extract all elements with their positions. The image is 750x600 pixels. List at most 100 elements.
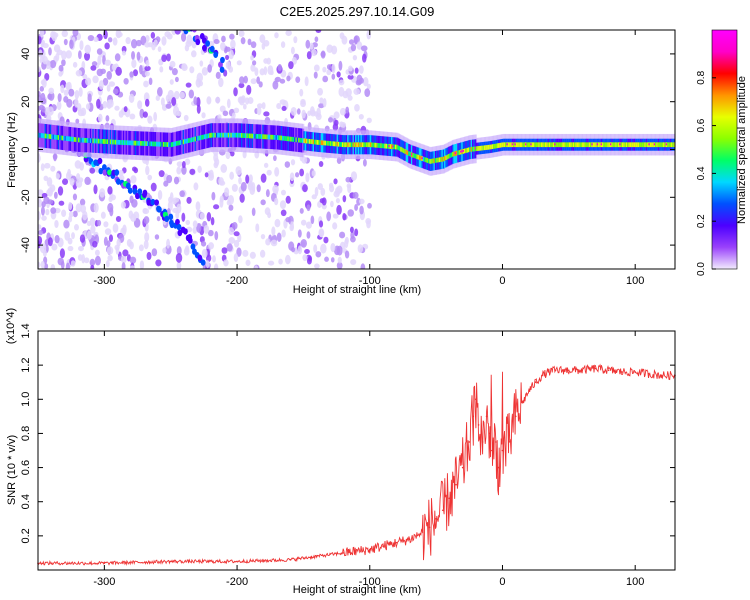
noise-cell bbox=[286, 75, 291, 82]
signal-core bbox=[522, 142, 525, 148]
signal-core bbox=[113, 139, 116, 145]
signal-core bbox=[540, 142, 544, 148]
noise-cell bbox=[163, 180, 169, 187]
signal-core bbox=[671, 142, 674, 148]
noise-cell bbox=[166, 174, 173, 184]
signal-core bbox=[655, 142, 658, 148]
signal-core bbox=[660, 142, 663, 148]
noise-cell bbox=[278, 258, 283, 265]
signal-core bbox=[336, 141, 339, 147]
signal-core bbox=[126, 140, 130, 146]
signal-core bbox=[420, 155, 423, 161]
signal-core bbox=[448, 153, 451, 159]
signal-core bbox=[329, 141, 333, 146]
noise-cell bbox=[259, 34, 266, 44]
snr-point bbox=[477, 424, 480, 426]
upper-trace-cell bbox=[220, 56, 225, 64]
upper-trace-cell bbox=[162, 7, 167, 13]
noise-cell bbox=[221, 35, 226, 43]
noise-cell bbox=[347, 209, 354, 217]
signal-core bbox=[560, 142, 564, 148]
noise-cell bbox=[250, 78, 257, 85]
noise-cell bbox=[39, 30, 45, 38]
signal-core bbox=[92, 138, 95, 144]
noise-cell bbox=[222, 110, 229, 117]
signal-core bbox=[414, 153, 418, 159]
noise-cell bbox=[348, 39, 355, 45]
upper-trace-cell bbox=[158, 6, 163, 12]
spectrogram-y-tick-label: 0 bbox=[20, 146, 32, 152]
signal-core bbox=[656, 142, 659, 148]
noise-cell bbox=[228, 65, 234, 73]
noise-cell bbox=[326, 64, 332, 70]
noise-cell bbox=[70, 260, 76, 267]
signal-core bbox=[250, 133, 253, 139]
signal-core bbox=[344, 142, 347, 148]
signal-core bbox=[379, 143, 382, 148]
noise-cell bbox=[38, 224, 42, 230]
noise-cell bbox=[281, 105, 287, 112]
noise-cell bbox=[367, 202, 372, 209]
noise-cell bbox=[223, 259, 229, 267]
noise-cell bbox=[179, 190, 185, 198]
signal-core bbox=[226, 132, 229, 138]
signal-core bbox=[221, 132, 224, 138]
snr-point bbox=[548, 371, 550, 373]
noise-cell bbox=[184, 158, 191, 165]
noise-cell bbox=[231, 222, 238, 230]
noise-cell bbox=[83, 257, 90, 264]
signal-core bbox=[203, 134, 207, 140]
noise-cell bbox=[74, 89, 80, 100]
signal-core bbox=[373, 142, 376, 148]
signal-core bbox=[182, 139, 185, 145]
diagonal-trace-cell bbox=[101, 164, 107, 171]
noise-cell bbox=[233, 107, 240, 114]
noise-cell bbox=[57, 186, 64, 196]
noise-cell bbox=[87, 93, 92, 103]
signal-core bbox=[371, 142, 374, 148]
noise-cell bbox=[233, 231, 240, 237]
signal-core bbox=[41, 133, 45, 139]
signal-core bbox=[76, 137, 79, 143]
noise-cell bbox=[242, 150, 247, 159]
noise-cell bbox=[290, 106, 297, 116]
noise-cell bbox=[186, 196, 192, 204]
noise-cell bbox=[221, 247, 228, 254]
signal-core bbox=[534, 142, 537, 148]
noise-cell bbox=[65, 50, 72, 59]
signal-core bbox=[43, 133, 46, 139]
noise-cell bbox=[313, 244, 318, 253]
signal-core bbox=[625, 142, 629, 148]
signal-core bbox=[497, 143, 500, 149]
noise-cell bbox=[56, 101, 62, 111]
signal-core bbox=[567, 142, 570, 148]
signal-core bbox=[667, 142, 670, 148]
signal-core bbox=[380, 143, 383, 149]
signal-core bbox=[231, 132, 234, 138]
signal-core bbox=[141, 141, 144, 146]
signal-core bbox=[375, 142, 378, 148]
noise-cell bbox=[215, 96, 221, 104]
noise-cell bbox=[366, 83, 371, 90]
noise-cell bbox=[293, 36, 298, 44]
signal-core bbox=[466, 147, 469, 153]
noise-cell bbox=[290, 159, 296, 166]
signal-core bbox=[225, 132, 228, 138]
noise-cell bbox=[72, 210, 78, 218]
signal-core bbox=[583, 142, 586, 148]
signal-core bbox=[559, 142, 562, 148]
noise-cell bbox=[38, 210, 41, 221]
signal-core bbox=[556, 142, 560, 148]
signal-core bbox=[343, 142, 346, 148]
noise-cell bbox=[54, 234, 60, 244]
signal-core bbox=[207, 133, 211, 139]
noise-cell bbox=[129, 256, 137, 264]
signal-core bbox=[510, 142, 513, 148]
noise-cell bbox=[39, 243, 46, 249]
signal-core bbox=[337, 141, 341, 147]
signal-core bbox=[55, 134, 58, 140]
noise-cell bbox=[245, 259, 251, 266]
signal-core bbox=[325, 140, 329, 146]
signal-core bbox=[174, 141, 177, 147]
noise-cell bbox=[176, 261, 182, 269]
